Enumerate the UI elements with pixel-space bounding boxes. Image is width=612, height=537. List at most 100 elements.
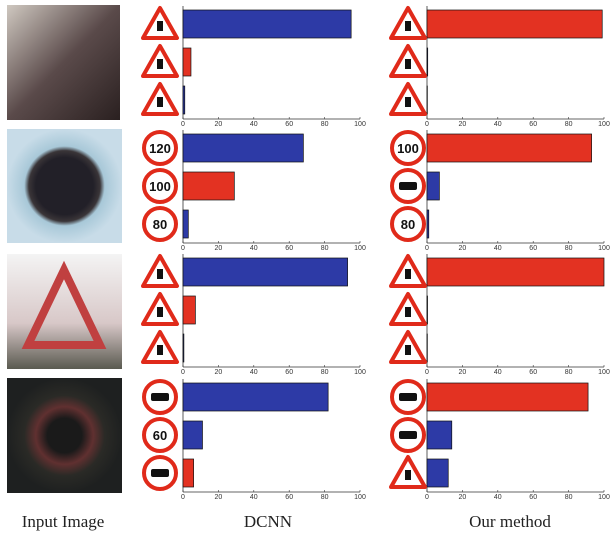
x-tick-label: 0 [425,121,429,128]
x-tick-label: 80 [321,494,329,501]
x-tick-label: 100 [598,494,610,501]
bar [183,210,188,238]
sign-glyph [157,21,163,31]
x-tick-label: 0 [425,245,429,252]
sign-glyph [151,393,169,401]
sign-glyph [405,97,411,107]
x-tick-label: 80 [565,121,573,128]
figure: Input Image DCNN Our method 0 20 40 60 80 100… [0,0,612,537]
x-tick-label: 100 [354,245,366,252]
x-tick-label: 40 [250,121,258,128]
x-tick-label: 0 [181,494,185,501]
x-tick-label: 0 [425,494,429,501]
sign-glyph [399,393,417,401]
x-tick-label: 60 [529,369,537,376]
bar [183,172,234,200]
caption: DCNN [244,512,292,531]
x-tick-label: 0 [425,369,429,376]
x-tick-label: 20 [215,369,223,376]
bar [183,258,348,286]
x-tick-label: 20 [459,494,467,501]
bar [427,10,602,38]
sign-label: 80 [153,217,167,232]
x-tick-label: 100 [598,121,610,128]
x-tick-label: 100 [354,121,366,128]
input-image [7,129,122,243]
sign-glyph [405,21,411,31]
x-tick-label: 80 [565,369,573,376]
x-tick-label: 20 [459,245,467,252]
x-tick-label: 40 [494,245,502,252]
x-tick-label: 80 [321,369,329,376]
x-tick-label: 0 [181,121,185,128]
bar [427,172,439,200]
x-tick-label: 20 [215,245,223,252]
bar [427,459,448,487]
caption: Input Image [22,512,105,531]
sign-glyph [157,345,163,355]
x-tick-label: 60 [285,121,293,128]
x-tick-label: 80 [321,245,329,252]
x-tick-label: 100 [354,494,366,501]
sign-label: 60 [153,428,167,443]
bar [183,421,202,449]
x-tick-label: 80 [565,494,573,501]
bar [427,210,429,238]
x-tick-label: 60 [529,245,537,252]
input-image [7,5,120,120]
bar [427,421,452,449]
sign-label: 120 [149,141,171,156]
caption: Our method [469,512,551,531]
x-tick-label: 80 [321,121,329,128]
sign-glyph [405,345,411,355]
sign-glyph [405,470,411,480]
bar [183,296,195,324]
sign-glyph [157,59,163,69]
sign-glyph [157,307,163,317]
x-tick-label: 80 [565,245,573,252]
x-tick-label: 60 [529,121,537,128]
bar [427,383,588,411]
sign-label: 100 [397,141,419,156]
bar [427,134,592,162]
x-tick-label: 60 [285,494,293,501]
sign-glyph [399,431,417,439]
x-tick-label: 20 [215,494,223,501]
bar [183,334,184,362]
x-tick-label: 100 [598,369,610,376]
bar [183,86,185,114]
x-tick-label: 60 [285,245,293,252]
x-tick-label: 20 [459,369,467,376]
sign-glyph [151,469,169,477]
x-tick-label: 20 [215,121,223,128]
sign-glyph [399,182,417,190]
bar [183,10,351,38]
sign-glyph [405,307,411,317]
bar [427,48,428,76]
x-tick-label: 100 [354,369,366,376]
x-tick-label: 40 [250,369,258,376]
bar [427,296,428,324]
x-tick-label: 40 [250,245,258,252]
sign-glyph [405,59,411,69]
x-tick-label: 40 [494,121,502,128]
x-tick-label: 100 [598,245,610,252]
sign-label: 100 [149,179,171,194]
x-tick-label: 40 [250,494,258,501]
x-tick-label: 40 [494,369,502,376]
bar [183,459,194,487]
bar [183,48,191,76]
sign-label: 80 [401,217,415,232]
x-tick-label: 0 [181,369,185,376]
sign-glyph [405,269,411,279]
bar [183,383,328,411]
x-tick-label: 20 [459,121,467,128]
input-image [7,378,122,493]
x-tick-label: 60 [529,494,537,501]
sign-glyph [157,269,163,279]
x-tick-label: 0 [181,245,185,252]
sign-glyph [157,97,163,107]
x-tick-label: 60 [285,369,293,376]
bar [427,258,604,286]
x-tick-label: 40 [494,494,502,501]
